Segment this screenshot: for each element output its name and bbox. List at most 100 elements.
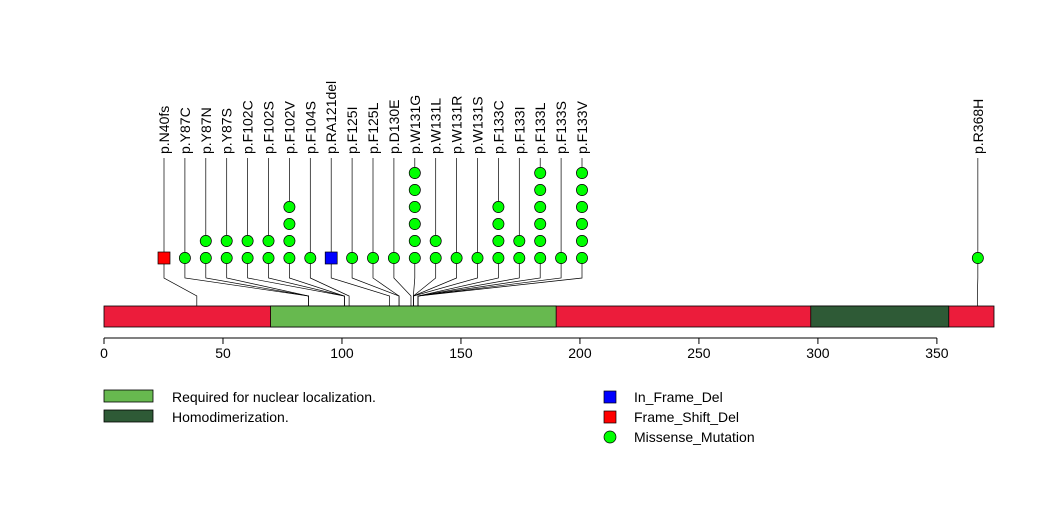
mutation-head[interactable] — [534, 201, 547, 213]
x-tick-label: 200 — [568, 345, 592, 361]
legend-type-label: Missense_Mutation — [634, 429, 755, 445]
mutation-connector — [289, 258, 345, 306]
mutation-head[interactable] — [429, 235, 442, 247]
mutation-connector — [184, 258, 310, 306]
mutation-head[interactable] — [408, 201, 421, 213]
mutation-head[interactable] — [199, 235, 212, 247]
mutation-head[interactable] — [971, 252, 984, 264]
mutation-head[interactable] — [492, 235, 505, 247]
legend-type-swatch — [603, 430, 617, 444]
mutation-head[interactable] — [220, 252, 233, 264]
mutation-head[interactable] — [555, 252, 568, 264]
mutation-label: p.F125I — [344, 107, 360, 154]
mutation-head[interactable] — [262, 235, 275, 247]
domain-1[interactable] — [810, 305, 950, 328]
mutation-head[interactable] — [387, 252, 400, 264]
legend-domain-swatch — [103, 389, 154, 403]
mutation-label: p.W131S — [470, 96, 486, 154]
legend-domain-swatch — [103, 409, 154, 423]
mutation-head[interactable] — [576, 218, 588, 230]
mutation-head[interactable] — [534, 218, 547, 230]
mutation-head[interactable] — [408, 235, 421, 247]
mutation-head[interactable] — [471, 252, 484, 264]
mutation-label: p.RA121del — [323, 81, 339, 154]
mutation-connector — [413, 258, 457, 306]
legend-type-swatch — [603, 410, 617, 424]
mutation-head[interactable] — [492, 218, 505, 230]
mutation-label: p.F102C — [240, 100, 256, 154]
mutation-head[interactable] — [408, 252, 421, 264]
mutation-head[interactable] — [178, 252, 191, 264]
mutation-connector — [417, 258, 583, 306]
mutation-label: p.W131L — [428, 98, 444, 154]
mutation-head[interactable] — [220, 235, 233, 247]
mutation-head[interactable] — [283, 235, 296, 247]
mutation-head[interactable] — [346, 252, 359, 264]
mutation-connector — [372, 258, 400, 306]
mutation-label: p.F133V — [574, 100, 590, 154]
legend-type-swatch — [603, 390, 617, 404]
mutation-head[interactable] — [241, 235, 254, 247]
mutation-head[interactable] — [513, 252, 526, 264]
mutation-head[interactable] — [534, 184, 547, 196]
mutation-label: p.R368H — [970, 99, 986, 154]
mutation-head[interactable] — [408, 218, 421, 230]
mutation-head[interactable] — [199, 252, 212, 264]
mutation-head[interactable] — [283, 218, 296, 230]
mutation-connector — [226, 258, 310, 306]
domain-0[interactable] — [270, 305, 557, 328]
mutation-connector — [976, 258, 979, 306]
x-tick-label: 150 — [449, 345, 473, 361]
mutation-head[interactable] — [262, 252, 275, 264]
mutation-head[interactable] — [576, 167, 588, 179]
mutation-label: p.F133S — [553, 101, 569, 154]
mutation-label: p.Y87C — [177, 107, 193, 154]
mutation-label: p.W131R — [449, 96, 465, 154]
mutation-head[interactable] — [283, 201, 296, 213]
mutation-head[interactable] — [283, 252, 296, 264]
mutation-head[interactable] — [408, 167, 421, 179]
mutation-connector — [417, 258, 520, 306]
mutation-head[interactable] — [534, 235, 547, 247]
x-tick-label: 0 — [100, 345, 108, 361]
mutation-label: p.F133L — [532, 102, 548, 154]
mutation-label: p.F102S — [261, 101, 277, 154]
x-tick-label: 300 — [806, 345, 830, 361]
mutation-head[interactable] — [534, 167, 547, 179]
mutation-connector — [205, 258, 310, 306]
mutation-head[interactable] — [304, 252, 317, 264]
mutation-head[interactable] — [324, 251, 338, 265]
mutation-head[interactable] — [367, 252, 379, 264]
x-tick-label: 350 — [925, 345, 949, 361]
mutation-label: p.F125L — [365, 102, 381, 154]
mutation-head[interactable] — [576, 201, 588, 213]
x-tick-label: 250 — [687, 345, 711, 361]
mutation-head[interactable] — [450, 252, 463, 264]
mutation-connector — [163, 258, 198, 306]
mutation-label: p.F133I — [511, 107, 527, 154]
mutation-connector — [247, 258, 345, 306]
mutation-head[interactable] — [241, 252, 254, 264]
mutation-head[interactable] — [576, 184, 588, 196]
mutation-head[interactable] — [534, 252, 547, 264]
mutation-head[interactable] — [408, 184, 421, 196]
mutation-connector — [351, 258, 400, 306]
mutation-head[interactable] — [576, 235, 588, 247]
mutation-connector — [268, 258, 345, 306]
x-tick-label: 50 — [215, 345, 231, 361]
mutation-label: p.N40fs — [156, 106, 172, 154]
mutation-head[interactable] — [492, 252, 505, 264]
legend-type-label: Frame_Shift_Del — [634, 409, 739, 425]
x-tick-label: 100 — [330, 345, 354, 361]
mutation-head[interactable] — [576, 252, 588, 264]
mutation-head[interactable] — [513, 235, 526, 247]
mutation-connector — [309, 258, 350, 306]
mutation-head[interactable] — [492, 201, 505, 213]
mutation-head[interactable] — [429, 252, 442, 264]
mutation-connector — [330, 258, 390, 306]
mutation-connector — [417, 258, 499, 306]
mutation-head[interactable] — [157, 251, 171, 265]
legend-domain-label: Homodimerization. — [172, 409, 289, 425]
